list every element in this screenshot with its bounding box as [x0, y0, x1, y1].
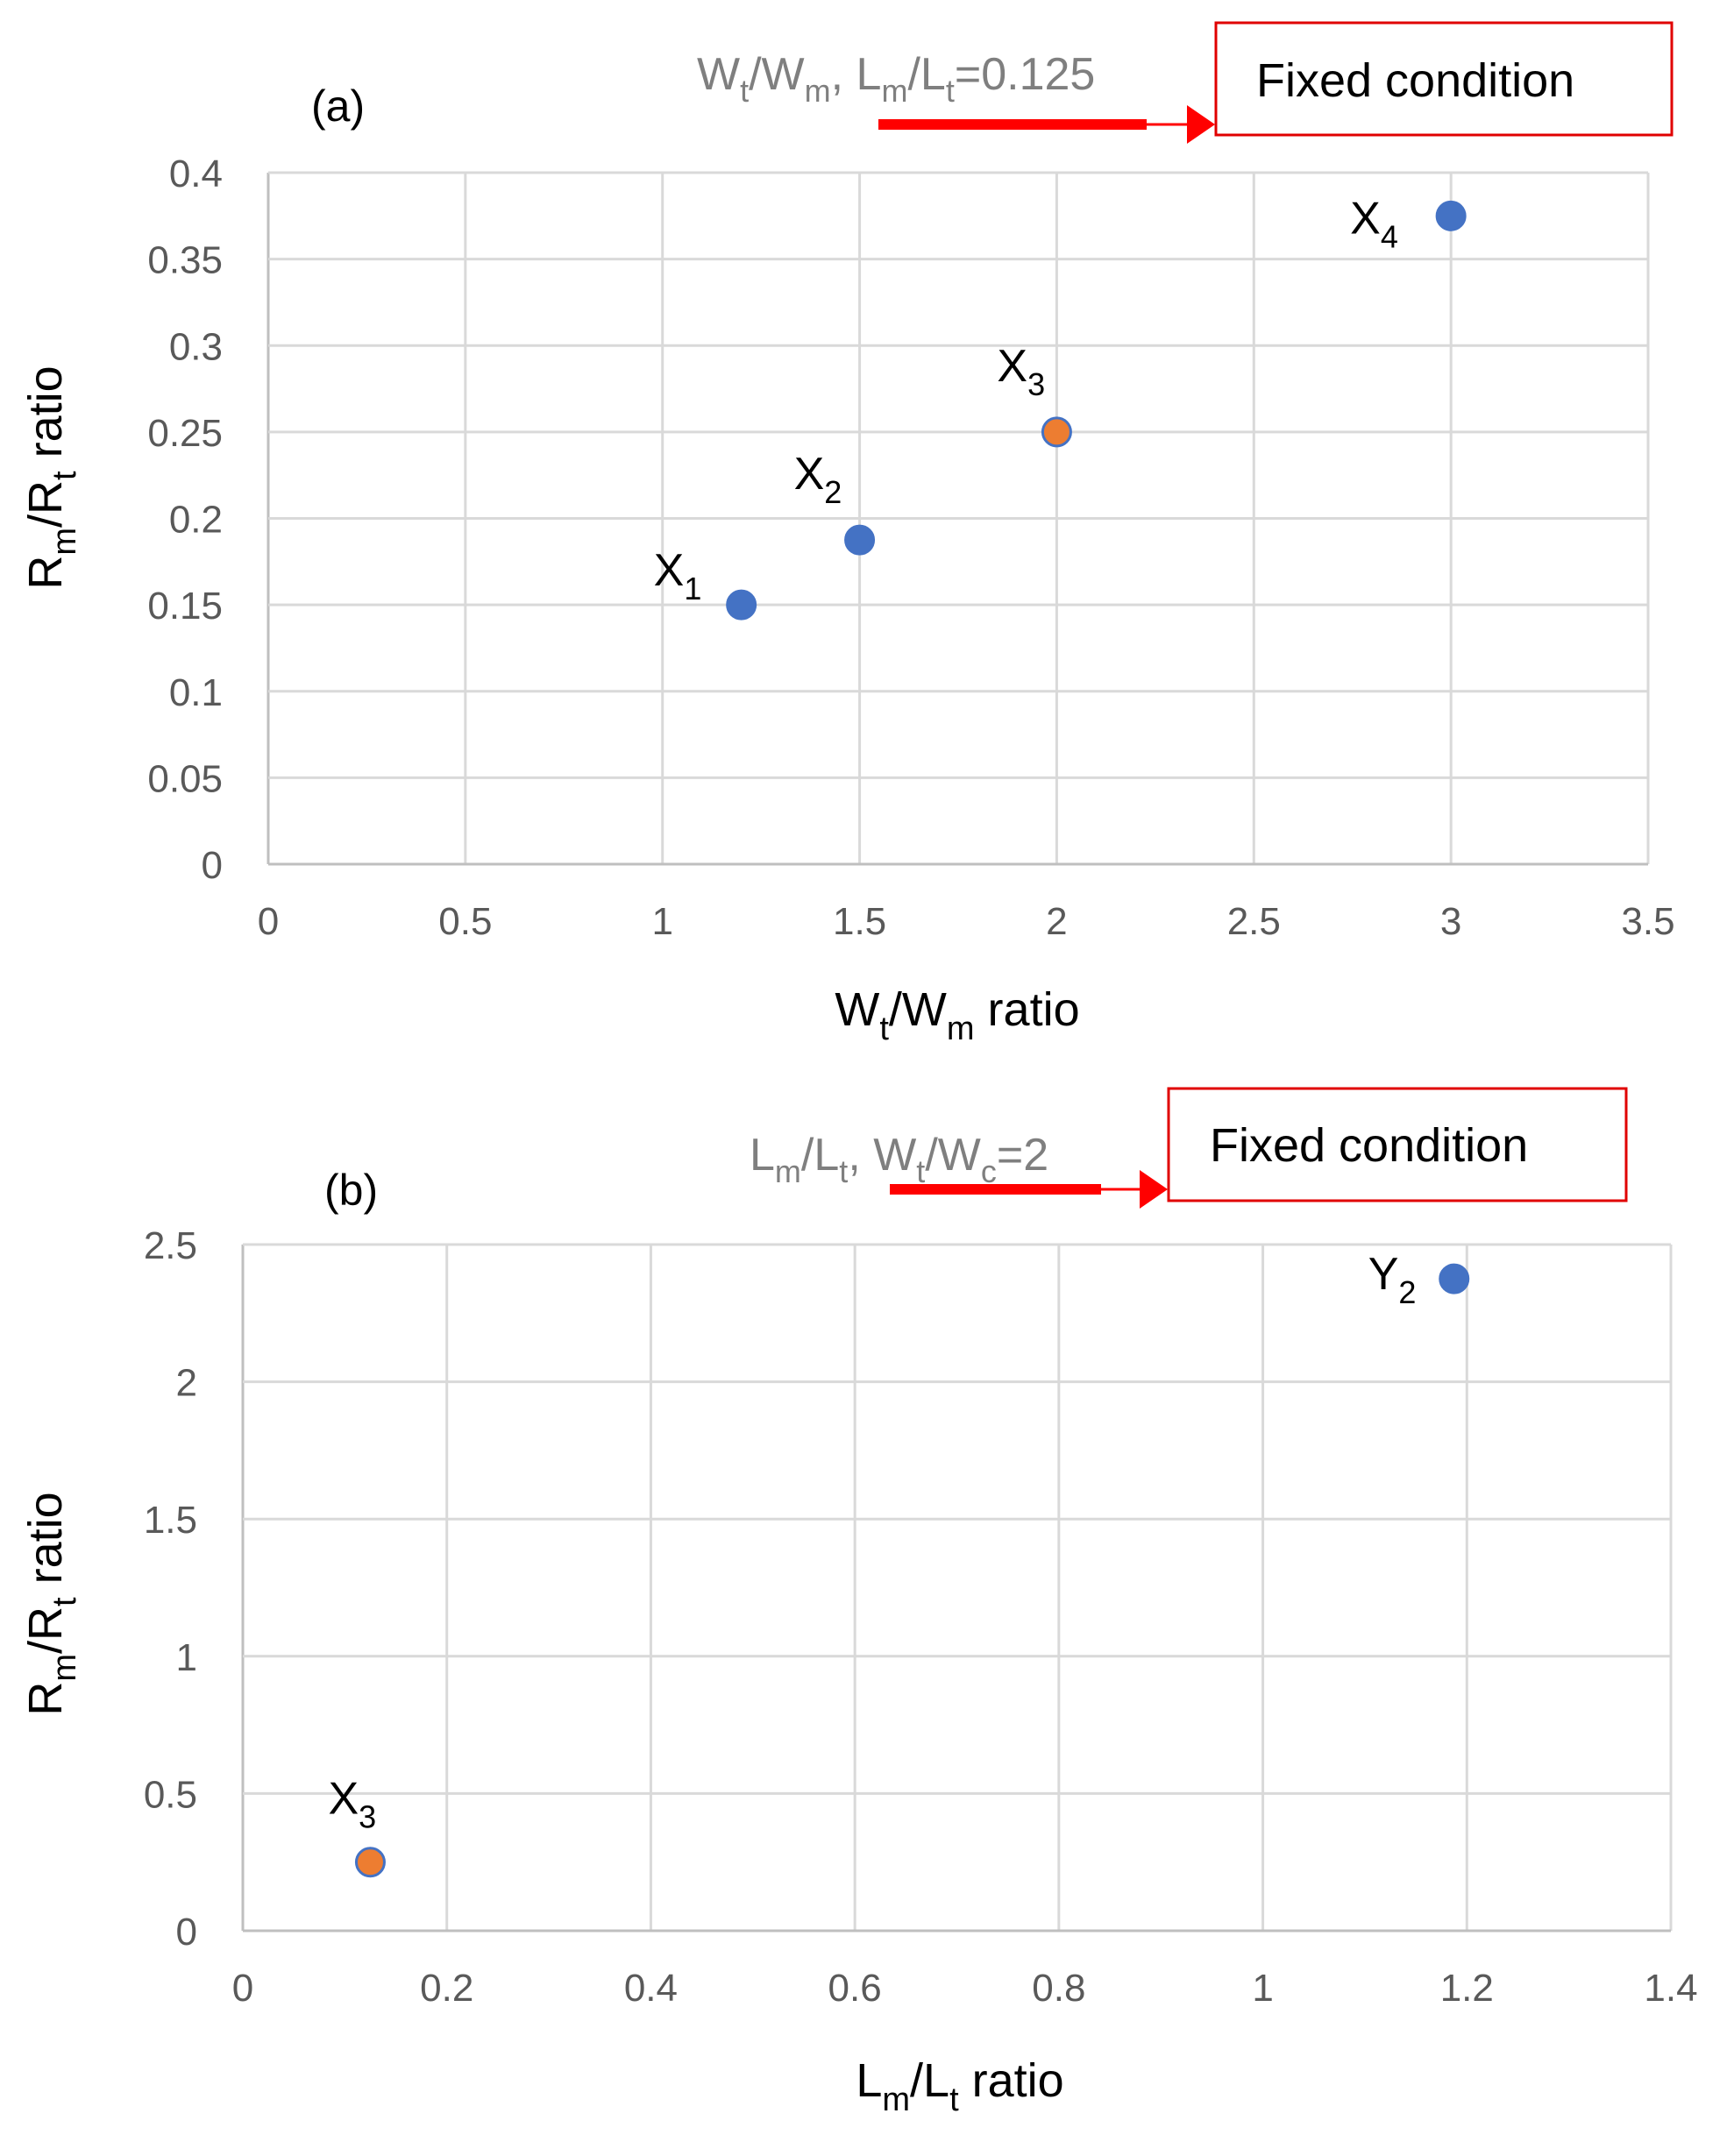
- chart-b-y-tick-label: 0.5: [144, 1773, 197, 1816]
- chart-b-ticks: 0 0.2 0.4 0.6 0.8 1 1.2 1.4 0 0.5 1 1.5 2 2.5: [144, 1224, 1698, 2010]
- chart-a-x-tick-label: 1: [651, 900, 672, 943]
- chart-a-ticks: 0 0.5 1 1.5 2 2.5 3 3.5 0 0.05 0.1 0.15 0.2 0.25 0.3 0.…: [147, 152, 1674, 943]
- chart-b-fixed-condition-text: Fixed condition: [1210, 1119, 1528, 1172]
- chart-b-y-tick-label: 1.5: [144, 1499, 197, 1542]
- chart-b-y-tick-label: 0: [176, 1911, 197, 1954]
- chart-b-points: X3 Y2: [328, 1249, 1470, 1878]
- chart-a-ylabel: Rm/Rt ratio: [19, 365, 83, 589]
- chart-b-y-tick-label: 2: [176, 1362, 197, 1405]
- chart-a-point-label: X2: [794, 449, 842, 510]
- chart-b-fixed-condition-box: [1167, 1087, 1628, 1202]
- chart-a-point-label: X3: [997, 341, 1045, 402]
- chart-a-x-tick-label: 2.5: [1227, 900, 1281, 943]
- chart-a-arrowhead-icon: [1187, 105, 1215, 144]
- chart-a-y-tick-label: 0: [202, 844, 223, 887]
- chart-a-y-tick-label: 0.15: [147, 585, 223, 628]
- chart-b-point-label: Y2: [1368, 1249, 1417, 1310]
- chart-b-arrowhead-icon: [1140, 1170, 1168, 1209]
- chart-a-y-tick-label: 0.35: [147, 239, 223, 282]
- chart-a-y-tick-label: 0.2: [169, 499, 223, 542]
- chart-a-x-tick-label: 3.5: [1621, 900, 1674, 943]
- chart-b-x-tick-label: 1: [1252, 1967, 1273, 2010]
- chart-b-x-tick-label: 1.4: [1644, 1967, 1697, 2010]
- chart-a-point-label: X4: [1350, 193, 1398, 254]
- chart-b-x-tick-label: 0.4: [624, 1967, 678, 2010]
- chart-a-y-tick-label: 0.3: [169, 325, 223, 368]
- chart-b-x-tick-label: 0.2: [420, 1967, 473, 2010]
- chart-a-y-tick-label: 0.1: [169, 671, 223, 714]
- chart-b-point-y2: [1439, 1263, 1470, 1294]
- chart-b-gridlines: [241, 1243, 1673, 1933]
- chart-b-xlabel: Lm/Lt ratio: [856, 2054, 1063, 2118]
- chart-a-fixed-condition-box: [1214, 21, 1674, 137]
- chart-a-condition-text: Wt/Wm, Lm/Lt=0.125: [697, 49, 1095, 109]
- chart-a-y-tick-label: 0.4: [169, 152, 223, 195]
- chart-b-x-tick-label: 0.6: [828, 1967, 882, 2010]
- chart-a: (a) Wt/Wm, Lm/Lt=0.125 Fixed condition W…: [19, 21, 1675, 1047]
- chart-a-point-x1: [726, 589, 757, 621]
- chart-a-points: X1 X2 X3 X4: [654, 193, 1467, 621]
- chart-b-point-label: X3: [328, 1774, 376, 1835]
- chart-a-x-tick-label: 0: [258, 900, 279, 943]
- chart-a-point-x3: [1041, 416, 1072, 448]
- chart-a-x-tick-label: 2: [1046, 900, 1067, 943]
- chart-b-y-tick-label: 2.5: [144, 1224, 197, 1267]
- chart-a-point-label: X1: [654, 545, 702, 606]
- chart-a-y-tick-label: 0.05: [147, 757, 223, 800]
- chart-a-xlabel: Wt/Wm ratio: [835, 983, 1079, 1047]
- chart-b-y-tick-label: 1: [176, 1636, 197, 1679]
- chart-b: (b) Lm/Lt, Wt/Wc=2 Fixed condition Lm/Lt…: [19, 1087, 1698, 2118]
- chart-a-x-tick-label: 3: [1440, 900, 1461, 943]
- chart-a-gridlines: [266, 171, 1650, 866]
- chart-b-condition-text: Lm/Lt, Wt/Wc=2: [750, 1130, 1048, 1189]
- chart-b-x-tick-label: 1.2: [1440, 1967, 1494, 2010]
- panel-b-tag: (b): [324, 1166, 378, 1215]
- chart-b-x-tick-label: 0: [232, 1967, 253, 2010]
- chart-b-ylabel: Rm/Rt ratio: [19, 1492, 83, 1715]
- chart-a-y-tick-label: 0.25: [147, 412, 223, 455]
- chart-a-fixed-condition-text: Fixed condition: [1256, 54, 1574, 107]
- chart-b-x-tick-label: 0.8: [1032, 1967, 1085, 2010]
- chart-b-point-x3: [354, 1847, 386, 1878]
- chart-a-x-tick-label: 1.5: [833, 900, 886, 943]
- chart-a-x-tick-label: 0.5: [438, 900, 492, 943]
- panel-a-tag: (a): [311, 82, 365, 131]
- chart-a-point-x4: [1435, 200, 1467, 231]
- chart-a-point-x2: [844, 524, 876, 556]
